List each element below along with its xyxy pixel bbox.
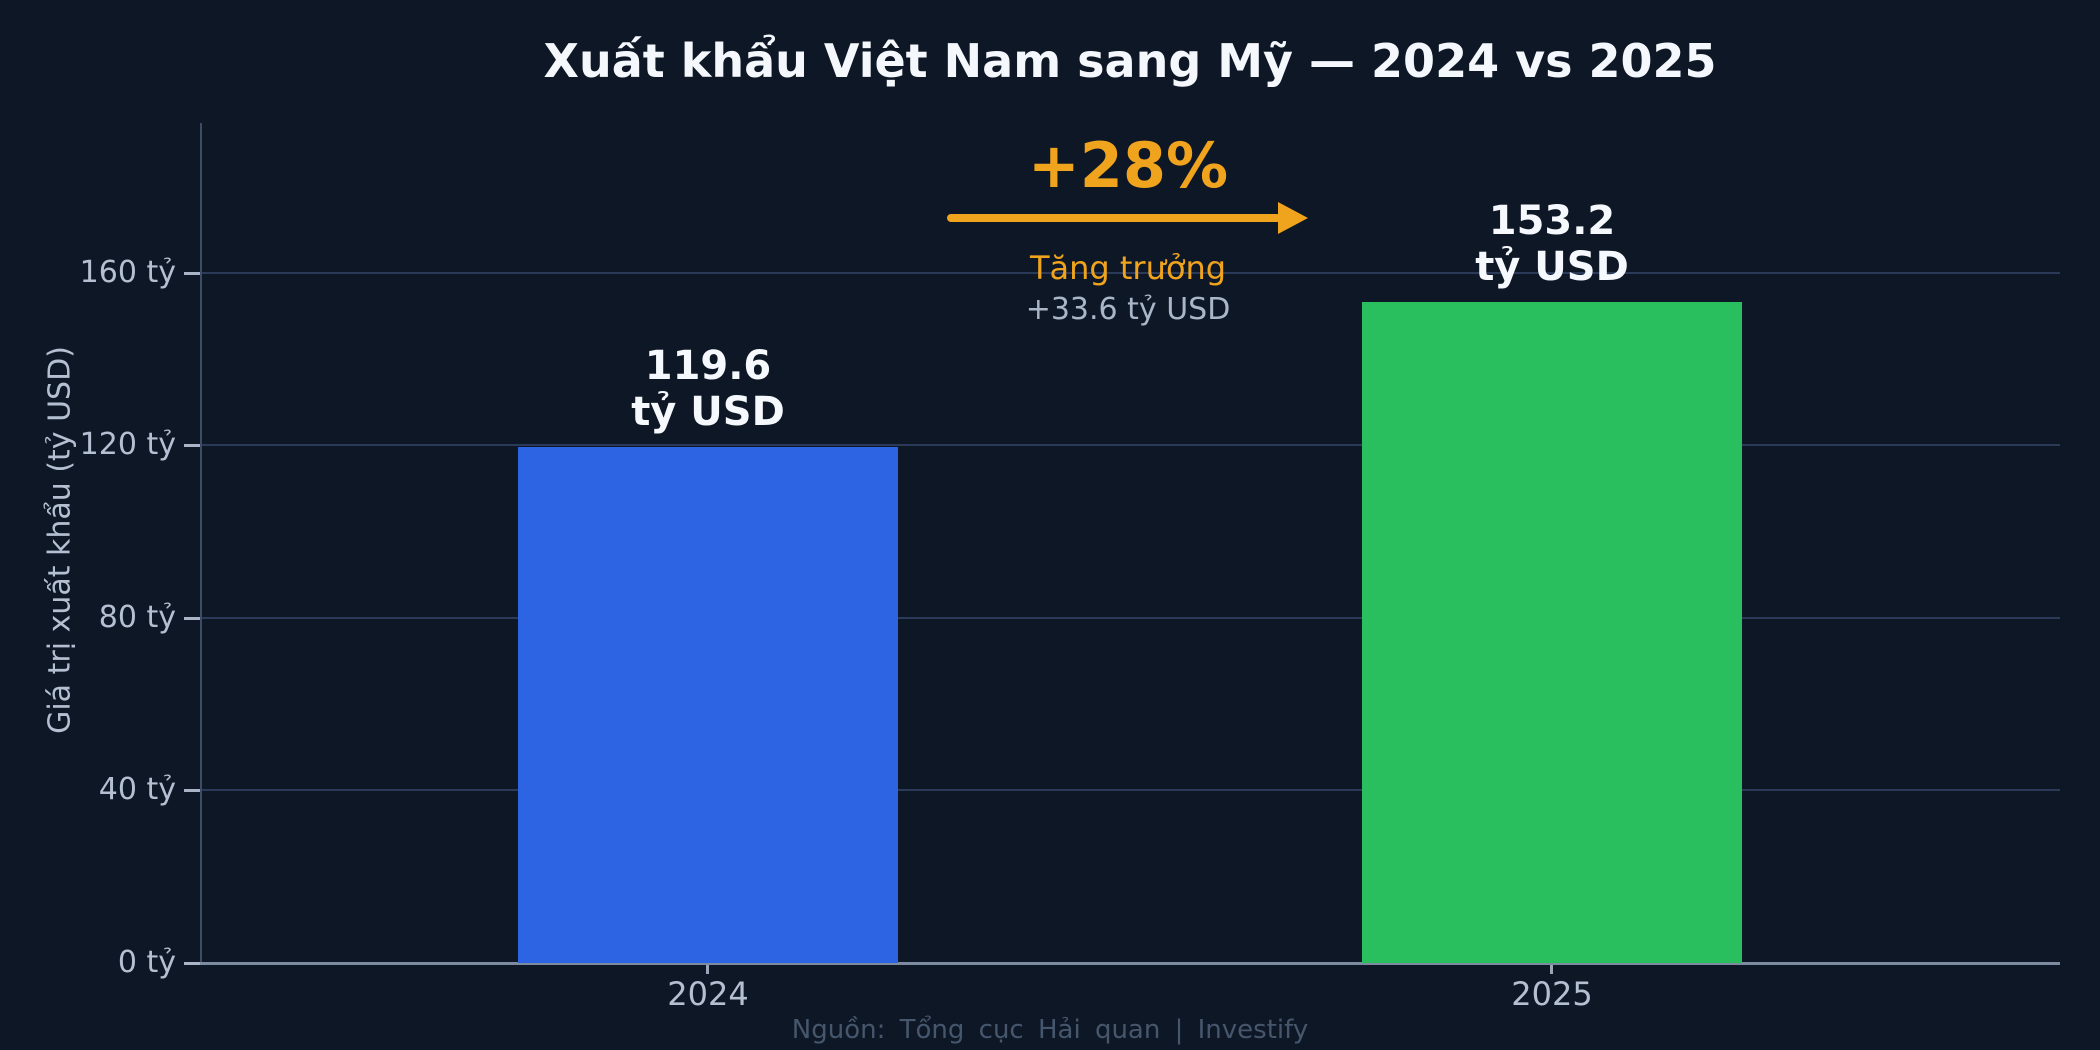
bar-value-2024: 119.6 [644,343,772,390]
y-tick-label-120: 120 tỷ [79,427,176,462]
bar-2024 [518,447,898,963]
growth-delta-label: +33.6 tỷ USD [1025,292,1231,327]
bar-unit-2024: tỷ USD [631,389,785,436]
y-tick-mark-40 [184,789,200,792]
y-tick-label-0: 0 tỷ [117,945,176,980]
bar-value-label-2024: 119.6 tỷ USD [518,343,898,435]
bar-unit-2025: tỷ USD [1475,244,1629,291]
y-tick-mark-80 [184,617,200,620]
x-tick-label-2024: 2024 [667,975,749,1013]
gridline-80 [200,617,2060,619]
bar-2025 [1362,302,1742,963]
y-tick-label-40: 40 tỷ [98,772,176,807]
y-tick-mark-120 [184,444,200,447]
growth-arrow-head-icon [1278,202,1308,234]
gridline-160 [200,272,2060,274]
y-tick-label-80: 80 tỷ [98,600,176,635]
growth-percent-label: +28% [1027,129,1229,202]
y-tick-mark-160 [184,272,200,275]
bar-value-label-2025: 153.2 tỷ USD [1362,198,1742,290]
x-tick-label-2025: 2025 [1511,975,1593,1013]
bar-group-2025: 153.2 tỷ USD [1362,123,1742,963]
gridline-120 [200,444,2060,446]
y-tick-label-160: 160 tỷ [79,255,176,290]
y-axis-line [200,123,202,963]
x-tick-mark-2025 [1550,965,1553,974]
growth-label: Tăng trưởng [1029,249,1227,287]
x-tick-mark-2024 [706,965,709,974]
bar-group-2024: 119.6 tỷ USD [518,123,898,963]
y-axis-title: Giá trị xuất khẩu (tỷ USD) [42,346,78,734]
y-tick-mark-0 [184,962,200,965]
source-attribution: Nguồn: Tổng cục Hải quan | Investify [791,1015,1309,1045]
chart-title: Xuất khẩu Việt Nam sang Mỹ — 2024 vs 202… [543,34,1717,88]
bar-value-2025: 153.2 [1488,198,1616,245]
growth-arrow [947,214,1281,222]
gridline-40 [200,789,2060,791]
x-axis-line [200,962,2060,965]
